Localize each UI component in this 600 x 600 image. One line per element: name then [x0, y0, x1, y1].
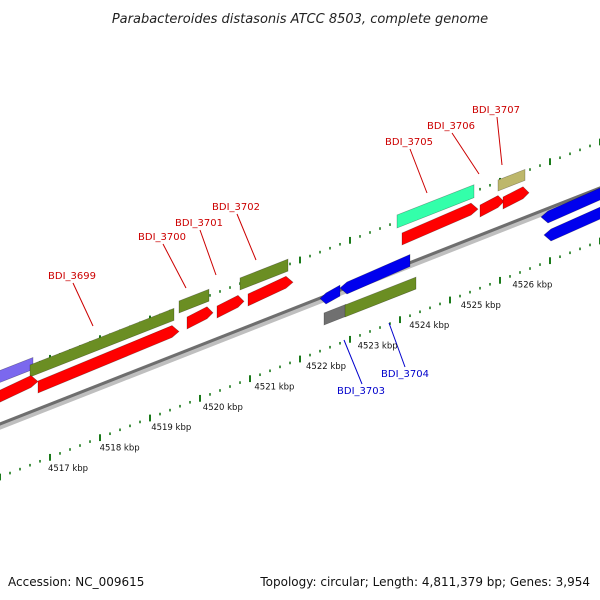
feature-bdi3704 — [344, 276, 417, 318]
gene-features — [0, 168, 600, 403]
gene-leader-line — [236, 213, 257, 261]
gene-leader-line — [162, 243, 187, 289]
gene-leader-line — [388, 322, 406, 368]
backbone — [0, 186, 600, 430]
scale-label: 4524 kbp — [409, 321, 449, 331]
gene-leader-line — [72, 282, 94, 327]
gene-label: BDI_3700 — [138, 232, 186, 243]
scale-label: 4519 kbp — [151, 423, 191, 433]
feature-bdi3703 — [323, 303, 347, 326]
feature-red-arrow — [37, 325, 180, 394]
scale-label: 4523 kbp — [358, 342, 398, 352]
gene-callouts: BDI_3699 BDI_3700 BDI_3701 BDI_3702 BDI_3703… — [48, 105, 520, 397]
gene-label: BDI_3706 — [427, 121, 475, 132]
feature-red-arrow — [401, 202, 479, 246]
scale-label: 4526 kbp — [512, 280, 552, 290]
gene-leader-line — [451, 132, 480, 175]
gene-label: BDI_3702 — [212, 202, 260, 213]
feature-red-arrow — [0, 375, 39, 403]
gene-leader-line — [199, 229, 217, 276]
inner-tick-ring — [0, 237, 600, 481]
scale-label: 4525 kbp — [461, 301, 501, 311]
feature-bdi3706 — [479, 195, 505, 218]
accession-text: Accession: NC_009615 — [8, 575, 144, 589]
feature-red-arrow — [502, 186, 530, 210]
feature-slate — [0, 357, 34, 383]
gene-label: BDI_3703 — [337, 386, 385, 397]
gene-label: BDI_3704 — [381, 369, 429, 380]
gene-label: BDI_3705 — [385, 137, 433, 148]
genome-summary-text: Topology: circular; Length: 4,811,379 bp… — [259, 575, 590, 589]
feature-bdi3705 — [396, 184, 475, 229]
feature-bdi3702 — [239, 258, 289, 291]
feature-bdi3699 — [29, 307, 175, 378]
feature-blue-arrow — [543, 206, 600, 242]
scale-labels: 4517 kbp 4518 kbp 4519 kbp 4520 kbp 4521 kbp… — [48, 280, 552, 474]
scale-label: 4521 kbp — [254, 382, 294, 392]
gene-leader-line — [343, 339, 363, 385]
feature-blue-arrow — [540, 187, 600, 224]
gene-leader-line — [409, 148, 428, 194]
feature-blue-arrow — [339, 254, 411, 295]
scale-label: 4522 kbp — [306, 362, 346, 372]
feature-blue-arrow — [319, 284, 341, 305]
gene-leader-line — [496, 116, 503, 166]
feature-bdi3701 — [216, 295, 245, 319]
scale-label: 4518 kbp — [100, 444, 140, 454]
feature-bdi3707 — [497, 168, 526, 192]
scale-label: 4520 kbp — [203, 403, 243, 413]
feature-bdi3700 — [178, 288, 210, 314]
feature-red-arrow — [186, 306, 214, 330]
backbone-line — [0, 186, 600, 426]
gene-label: BDI_3699 — [48, 271, 96, 282]
gene-label: BDI_3701 — [175, 218, 223, 229]
map-title: Parabacteroides distasonis ATCC 8503, co… — [112, 12, 488, 27]
scale-label: 4517 kbp — [48, 464, 88, 474]
gene-label: BDI_3707 — [472, 105, 520, 116]
backbone-shadow — [0, 186, 600, 430]
feature-red-arrow — [247, 275, 294, 307]
